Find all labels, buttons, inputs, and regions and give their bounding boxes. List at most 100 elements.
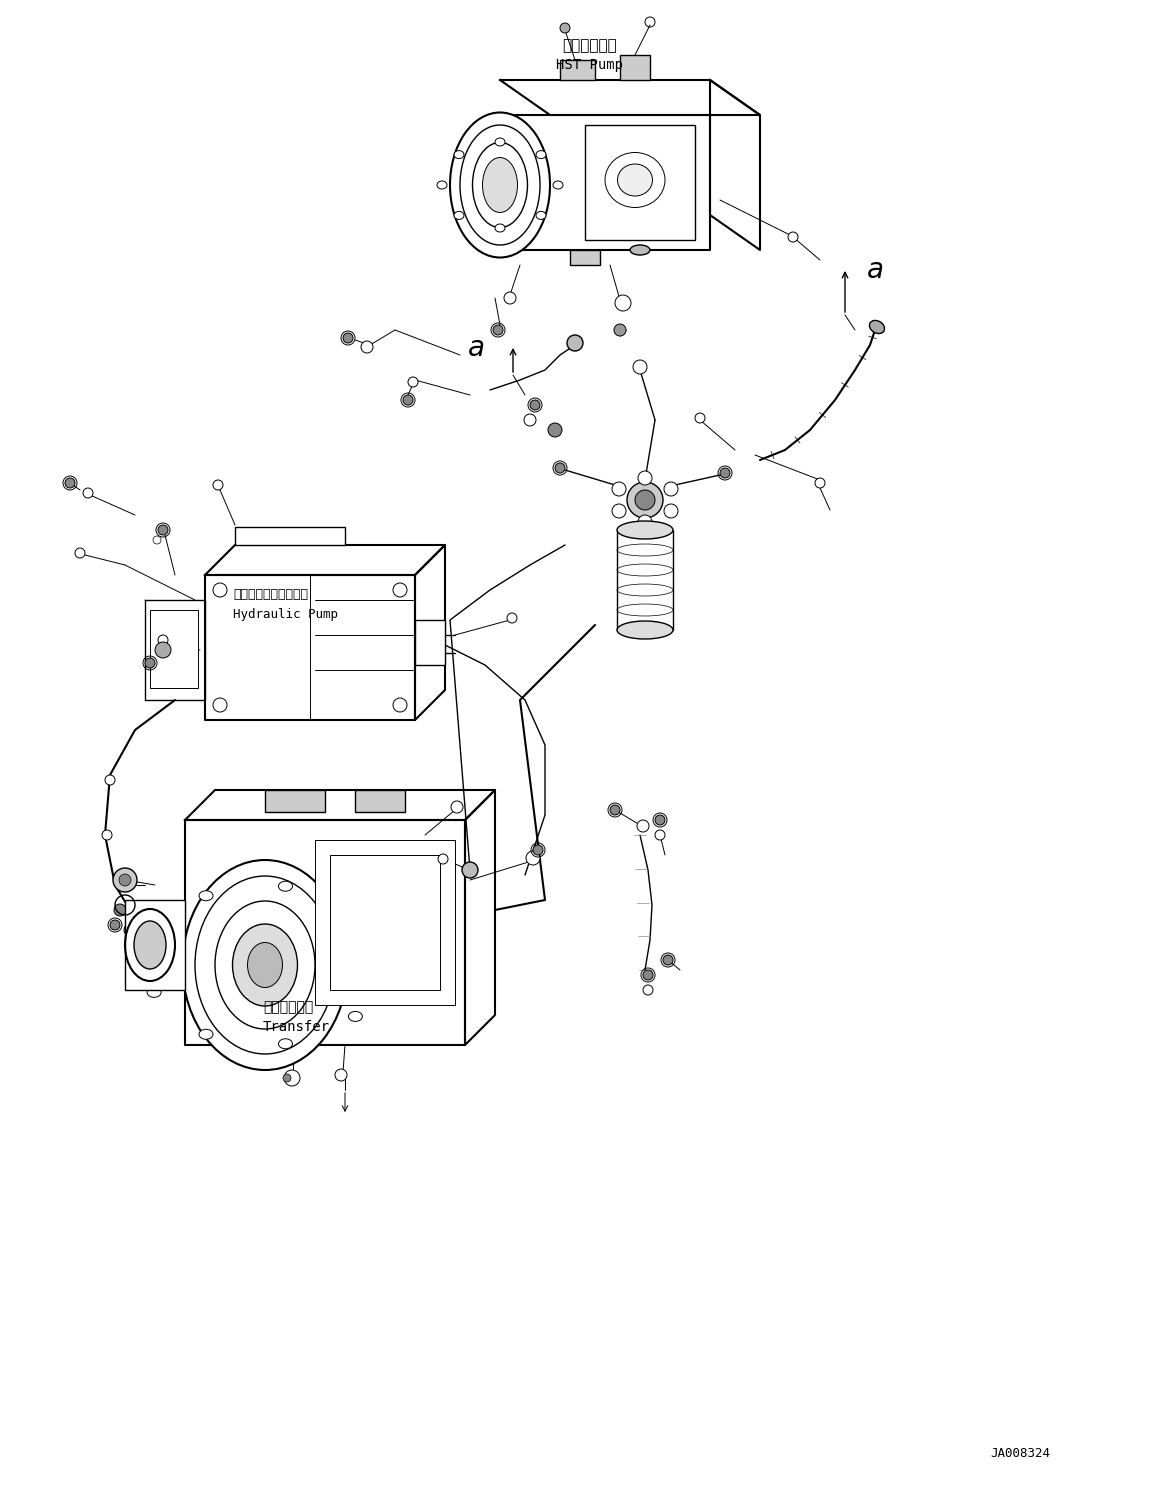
Circle shape	[451, 801, 464, 813]
Polygon shape	[710, 81, 760, 251]
Ellipse shape	[437, 181, 447, 189]
Circle shape	[664, 504, 678, 518]
Ellipse shape	[182, 859, 347, 1070]
Circle shape	[158, 525, 168, 536]
Ellipse shape	[553, 181, 563, 189]
Ellipse shape	[233, 924, 297, 1006]
Bar	[235, 527, 345, 545]
Circle shape	[815, 477, 826, 488]
Polygon shape	[465, 789, 495, 1044]
Ellipse shape	[279, 1038, 293, 1049]
Circle shape	[83, 488, 93, 498]
Circle shape	[155, 642, 171, 658]
Ellipse shape	[482, 158, 518, 212]
Circle shape	[282, 1074, 291, 1082]
Ellipse shape	[279, 882, 293, 891]
Ellipse shape	[630, 245, 650, 255]
Ellipse shape	[869, 321, 884, 334]
Circle shape	[615, 324, 626, 336]
Circle shape	[560, 22, 570, 33]
Ellipse shape	[618, 164, 653, 195]
Bar	[585, 125, 695, 240]
Circle shape	[643, 985, 653, 995]
Text: ハイドロリックポンプ: ハイドロリックポンプ	[233, 588, 308, 601]
Circle shape	[526, 850, 540, 865]
Circle shape	[610, 806, 620, 815]
Ellipse shape	[148, 932, 161, 943]
Text: a: a	[867, 257, 883, 283]
Circle shape	[408, 377, 419, 386]
Circle shape	[113, 868, 137, 892]
Circle shape	[75, 548, 85, 558]
Bar	[125, 900, 184, 991]
Circle shape	[636, 821, 649, 833]
Polygon shape	[145, 600, 205, 700]
Ellipse shape	[134, 921, 166, 968]
Ellipse shape	[376, 959, 390, 970]
Circle shape	[65, 477, 75, 488]
Circle shape	[114, 904, 126, 916]
Circle shape	[284, 1070, 300, 1086]
Circle shape	[530, 400, 540, 410]
Circle shape	[663, 955, 673, 965]
Polygon shape	[415, 545, 445, 721]
Circle shape	[664, 482, 678, 495]
Circle shape	[342, 333, 353, 343]
Bar	[355, 789, 405, 812]
Circle shape	[548, 424, 562, 437]
Text: HST Pump: HST Pump	[557, 58, 624, 72]
Polygon shape	[500, 115, 710, 251]
Bar	[617, 530, 673, 630]
Ellipse shape	[199, 1029, 213, 1040]
Circle shape	[119, 879, 131, 891]
Circle shape	[462, 862, 478, 877]
Text: Transfer: Transfer	[263, 1021, 330, 1034]
Circle shape	[638, 515, 651, 530]
Circle shape	[507, 613, 517, 624]
Bar	[330, 855, 440, 991]
Polygon shape	[205, 574, 415, 721]
Circle shape	[643, 970, 653, 980]
Circle shape	[125, 924, 136, 935]
Circle shape	[438, 853, 449, 864]
Circle shape	[655, 830, 665, 840]
Text: JA008324: JA008324	[990, 1447, 1050, 1461]
Circle shape	[655, 815, 665, 825]
Circle shape	[119, 874, 131, 886]
Bar	[315, 840, 455, 1006]
Ellipse shape	[248, 943, 282, 988]
Ellipse shape	[536, 151, 547, 158]
Text: トランスファ: トランスファ	[263, 1000, 314, 1015]
Ellipse shape	[617, 521, 673, 539]
Circle shape	[612, 504, 626, 518]
Bar	[560, 60, 595, 81]
Circle shape	[153, 536, 161, 545]
Ellipse shape	[617, 621, 673, 639]
Circle shape	[404, 395, 413, 404]
Bar	[150, 610, 198, 688]
Circle shape	[110, 921, 120, 930]
Circle shape	[105, 774, 115, 785]
Circle shape	[635, 489, 655, 510]
Circle shape	[493, 325, 503, 336]
Ellipse shape	[348, 1012, 362, 1022]
Polygon shape	[184, 821, 465, 1044]
Polygon shape	[500, 81, 760, 115]
Circle shape	[101, 830, 112, 840]
Circle shape	[158, 636, 168, 645]
Text: a: a	[467, 334, 484, 363]
Ellipse shape	[495, 224, 505, 231]
Circle shape	[504, 292, 517, 304]
Ellipse shape	[536, 212, 547, 219]
Circle shape	[612, 482, 626, 495]
Bar	[620, 55, 650, 81]
Circle shape	[638, 471, 651, 485]
Polygon shape	[184, 789, 495, 821]
Circle shape	[719, 468, 730, 477]
Circle shape	[695, 413, 704, 424]
Bar	[570, 251, 600, 266]
Ellipse shape	[454, 151, 464, 158]
Polygon shape	[205, 545, 445, 574]
Ellipse shape	[454, 212, 464, 219]
Text: ＨＳＴポンプ: ＨＳＴポンプ	[563, 37, 617, 54]
